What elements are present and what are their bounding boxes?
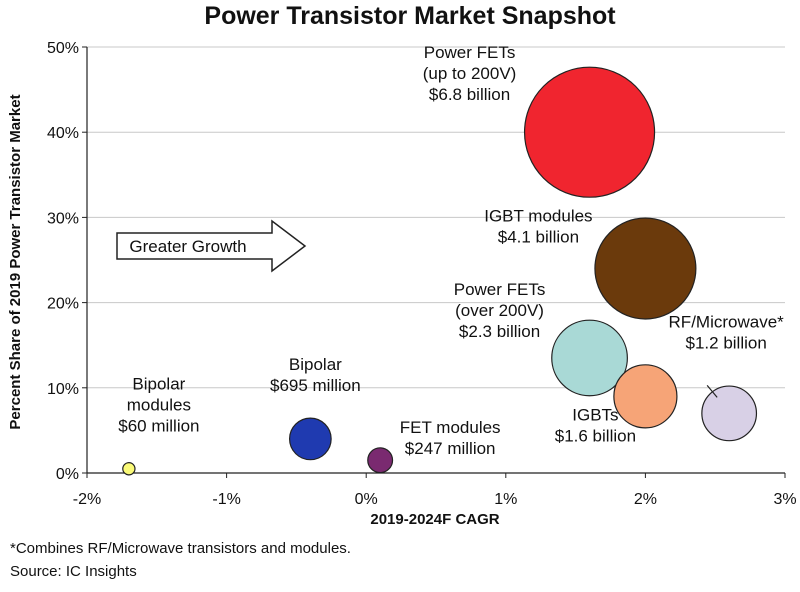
x-tick-label: 1%: [494, 491, 517, 508]
axes: [86, 47, 785, 474]
bubble: [122, 462, 136, 476]
bubble-label: IGBT modules: [484, 207, 592, 226]
bubble: [701, 385, 758, 442]
x-tick-label: 0%: [355, 491, 378, 508]
bubble-label: Bipolar: [289, 355, 342, 374]
arrow-shape: [116, 219, 307, 273]
bubble: [594, 217, 697, 320]
bubbles: [122, 66, 758, 476]
bubble-label: (over 200V): [455, 301, 544, 320]
bubble: [367, 447, 394, 474]
y-tick-label: 10%: [47, 381, 79, 398]
y-tick-label: 30%: [47, 210, 79, 227]
bubble-label: Power FETs: [454, 280, 546, 299]
bubble-label: (up to 200V): [423, 64, 517, 83]
bubble-label: $2.3 billion: [459, 322, 540, 341]
bubble-label: $247 million: [405, 439, 496, 458]
bubble-label: $60 million: [118, 417, 199, 436]
y-tick-label: 0%: [56, 466, 79, 483]
bubble-label: IGBTs: [572, 405, 618, 424]
x-tick-label: 2%: [634, 491, 657, 508]
bubble-labels: Power FETs (up to 200V) $6.8 billion IGBT m…: [118, 43, 784, 458]
bubble-label: FET modules: [400, 418, 501, 437]
greater-growth-arrow: Greater Growth: [116, 219, 307, 273]
bubble-label: Bipolar: [132, 375, 185, 394]
arrow-label: Greater Growth: [129, 237, 246, 256]
x-tick-label: -1%: [212, 491, 240, 508]
bubble: [288, 417, 332, 461]
bubble-label: $1.6 billion: [555, 426, 636, 445]
y-tick-label: 40%: [47, 125, 79, 142]
footnote: *Combines RF/Microwave transistors and m…: [10, 540, 351, 557]
tick-labels: 0% 10% 20% 30% 40% 50% -2% -1% 0% 1% 2% 3%: [47, 40, 797, 508]
bubble: [551, 319, 628, 397]
bubble-label: $6.8 billion: [429, 85, 510, 104]
source-note: Source: IC Insights: [10, 563, 137, 580]
x-tick-label: 3%: [773, 491, 796, 508]
label-leader-line: [706, 384, 718, 398]
y-tick-label: 50%: [47, 40, 79, 57]
bubble: [613, 364, 678, 429]
x-axis-label: 2019-2024F CAGR: [370, 511, 499, 528]
x-tick-label: -2%: [73, 491, 101, 508]
y-tick-label: 20%: [47, 296, 79, 313]
bubble: [523, 66, 656, 198]
bubble-label: $695 million: [270, 376, 361, 395]
y-axis-label: Percent Share of 2019 Power Transistor M…: [7, 94, 24, 429]
bubble-label: $1.2 billion: [686, 333, 767, 352]
bubble-label: modules: [127, 396, 191, 415]
bubble-label: RF/Microwave*: [669, 312, 785, 331]
bubble-label: $4.1 billion: [498, 228, 579, 247]
bubble-label: Power FETs: [424, 43, 516, 62]
chart-title: Power Transistor Market Snapshot: [204, 2, 616, 30]
